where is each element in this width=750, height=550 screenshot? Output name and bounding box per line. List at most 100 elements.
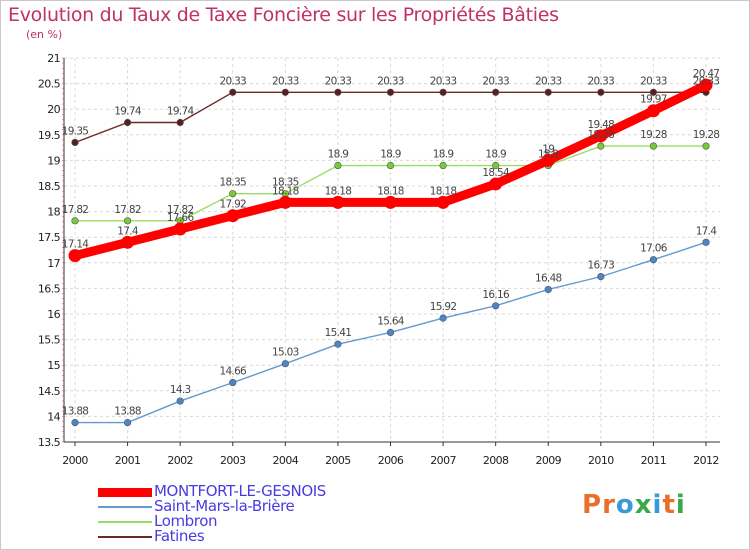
x-tick-label: 2007 [430,454,456,467]
data-point-2 [386,161,395,170]
data-point-1 [71,418,79,427]
data-label-3: 20.33 [272,75,299,87]
data-point-3 [439,88,447,96]
data-label-1: 16.16 [482,289,510,301]
data-label-1: 13.88 [114,406,141,418]
y-tick-label: 14 [47,410,60,423]
data-point-3 [544,88,552,96]
data-point-1 [649,256,658,264]
logo-letter: r [602,490,616,520]
legend-item: MONTFORT-LE-GESNOIS [98,482,458,500]
data-point-2 [492,161,500,170]
logo-letter: x [634,490,653,520]
data-label-3: 20.33 [377,75,404,87]
data-point-3 [386,88,395,96]
data-label-1: 14.66 [219,366,247,378]
data-label-0: 17.14 [62,239,90,251]
data-point-3 [71,138,79,147]
data-point-2 [439,161,447,170]
data-label-3: 19.74 [114,106,142,118]
x-tick-label: 2003 [220,454,246,467]
data-label-2: 19.28 [588,129,615,141]
x-tick-label: 2011 [641,454,667,467]
data-label-0: 17.4 [117,225,139,237]
legend-item: Lombron [98,512,458,530]
data-point-1 [176,397,184,405]
y-tick-label: 19.5 [38,129,61,142]
y-tick-label: 17 [47,257,60,270]
data-point-1 [123,418,132,427]
data-label-3: 20.33 [430,75,457,87]
data-label-0: 19.97 [640,94,667,106]
chart-title: Evolution du Taux de Taxe Foncière sur l… [8,4,559,26]
data-label-3: 20.33 [482,75,509,87]
data-point-3 [334,88,342,96]
data-label-0: 18.18 [272,185,299,197]
data-label-0: 19 [542,143,554,155]
data-label-3: 20.33 [535,75,562,87]
legend-swatch [98,506,152,508]
data-label-1: 15.92 [430,301,457,313]
y-tick-label: 21 [47,52,60,65]
x-tick-label: 2008 [483,454,509,467]
data-label-0: 17.92 [219,199,246,211]
y-tick-label: 15.5 [38,334,61,347]
data-point-0 [121,235,135,249]
legend: MONTFORT-LE-GESNOIS Saint-Mars-la-Brière L… [98,482,458,545]
data-point-1 [386,328,395,337]
data-label-2: 18.9 [485,149,506,161]
y-tick-label: 13.5 [38,436,61,449]
data-point-2 [334,161,342,170]
data-point-0 [646,104,660,118]
data-label-3: 19.74 [167,106,195,118]
x-tick-label: 2005 [325,454,351,467]
data-point-1 [334,340,342,348]
data-label-0: 20.47 [693,68,720,80]
y-tick-label: 19 [47,154,60,167]
data-point-2 [702,142,710,150]
data-label-2: 17.82 [167,204,194,216]
data-point-1 [439,314,447,322]
x-tick-label: 2006 [378,454,404,467]
data-point-3 [229,88,237,96]
y-tick-label: 17.5 [38,231,61,244]
data-label-1: 15.41 [325,327,352,339]
data-label-2: 18.9 [538,149,559,161]
legend-swatch [98,521,152,523]
data-label-3: 20.33 [219,75,246,87]
data-point-0 [594,129,608,143]
data-label-2: 18.35 [219,177,246,189]
y-tick-label: 18.5 [38,180,61,193]
legend-item: Fatines [98,527,458,545]
data-point-1 [702,238,710,246]
legend-swatch [98,536,152,538]
data-label-1: 17.4 [696,225,718,237]
legend-label: Lombron [154,512,218,530]
data-label-2: 17.82 [114,204,141,216]
data-point-2 [229,190,237,198]
data-label-3: 20.33 [693,75,720,87]
data-point-2 [71,217,79,225]
data-point-3 [492,88,500,96]
data-point-0 [436,195,450,209]
legend-label: Saint-Mars-la-Brière [154,497,295,515]
data-label-2: 17.82 [62,204,89,216]
data-label-1: 15.03 [272,347,299,359]
data-label-2: 18.35 [272,177,299,189]
data-label-2: 18.9 [328,149,349,161]
y-tick-label: 20 [47,103,60,116]
data-label-2: 18.9 [433,149,454,161]
data-point-0 [331,195,345,209]
data-point-0 [226,209,240,223]
data-label-2: 19.28 [693,129,720,141]
data-label-1: 15.64 [377,315,405,327]
data-label-1: 14.3 [170,384,191,396]
x-tick-label: 2009 [535,454,561,467]
chart-subtitle: (en %) [26,28,63,41]
data-label-1: 13.88 [62,406,89,418]
data-label-2: 18.9 [380,149,401,161]
data-label-1: 17.06 [640,243,668,255]
data-point-0 [68,249,82,263]
data-point-1 [597,273,605,281]
